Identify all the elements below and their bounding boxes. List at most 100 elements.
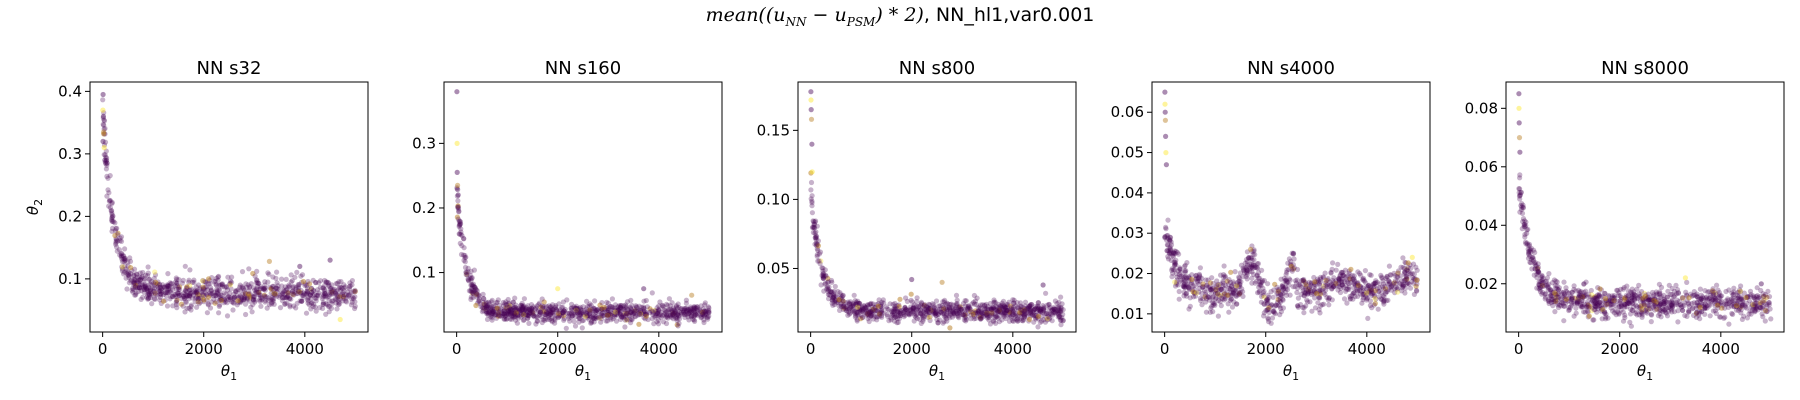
data-point (1737, 287, 1743, 293)
panel-title: NN s4000 (1247, 58, 1335, 79)
data-point (1696, 312, 1702, 318)
data-point (1597, 304, 1603, 310)
data-point (1522, 231, 1528, 238)
data-point (547, 310, 553, 316)
data-point (607, 304, 613, 310)
data-point (1259, 277, 1265, 283)
data-point (898, 311, 904, 317)
data-point (1566, 307, 1572, 313)
data-point (1359, 300, 1365, 306)
data-point (495, 297, 501, 303)
data-point (668, 309, 674, 315)
data-point (505, 308, 511, 314)
data-point (455, 216, 461, 222)
data-point (462, 264, 469, 271)
data-point (698, 314, 705, 320)
data-point (257, 298, 263, 304)
data-point (138, 296, 144, 302)
data-point (678, 309, 684, 316)
data-point (1029, 302, 1035, 308)
data-point (689, 313, 695, 319)
data-point (698, 315, 704, 321)
data-point (982, 302, 988, 308)
data-point (249, 309, 255, 315)
data-point (217, 302, 223, 308)
data-point (854, 301, 860, 307)
data-point (1286, 276, 1292, 282)
data-point (1210, 302, 1216, 308)
data-point (608, 303, 614, 310)
data-point (313, 279, 319, 286)
data-point (454, 214, 460, 220)
data-point (502, 301, 508, 307)
data-point (1395, 285, 1401, 291)
data-point (534, 314, 541, 320)
data-point (1592, 301, 1598, 307)
data-point (102, 125, 108, 132)
data-point (960, 312, 966, 318)
data-point (579, 308, 585, 314)
data-point (321, 287, 327, 293)
data-point (1282, 278, 1288, 284)
data-point (667, 303, 674, 309)
data-point (826, 284, 832, 290)
data-point (1535, 264, 1541, 271)
data-point (1371, 302, 1377, 308)
data-point (239, 292, 246, 298)
data-point (861, 303, 867, 309)
data-point (1190, 283, 1196, 289)
data-point (136, 285, 143, 291)
data-point (1656, 291, 1662, 297)
data-point (1525, 226, 1531, 232)
data-point (1219, 295, 1225, 301)
data-point (1581, 301, 1587, 307)
data-point (821, 288, 827, 294)
data-point (1662, 298, 1668, 304)
data-point (1558, 299, 1564, 305)
data-point (1666, 304, 1672, 310)
data-point (652, 314, 658, 320)
data-point (1287, 292, 1293, 298)
data-point (1280, 284, 1286, 290)
data-point (1175, 268, 1181, 274)
data-point (1682, 312, 1688, 319)
data-point (485, 310, 491, 316)
data-point (587, 308, 593, 314)
data-point (1561, 318, 1567, 324)
data-point (501, 311, 507, 317)
data-point (1657, 302, 1663, 308)
data-point (571, 309, 577, 316)
data-point (1402, 269, 1408, 275)
data-point (1547, 287, 1553, 293)
data-point (1372, 280, 1378, 286)
data-point (182, 299, 188, 305)
data-point (1636, 312, 1642, 318)
data-point (1273, 302, 1279, 308)
data-point (1702, 306, 1708, 312)
data-point (1536, 279, 1542, 285)
data-point (1374, 286, 1380, 292)
data-point (941, 306, 947, 312)
data-point (906, 312, 912, 318)
data-point (215, 277, 221, 283)
data-point (246, 288, 252, 294)
data-point (257, 292, 263, 298)
data-point (114, 225, 120, 231)
data-point (1164, 248, 1170, 254)
data-point (1634, 312, 1640, 318)
data-point (122, 255, 128, 261)
data-point (892, 314, 899, 320)
axes-frame (1151, 81, 1431, 333)
data-point (290, 288, 296, 294)
data-point (1007, 314, 1013, 320)
data-point (124, 270, 130, 276)
data-point (1614, 298, 1620, 304)
data-point (520, 306, 526, 312)
data-point (1181, 279, 1187, 285)
data-point (824, 284, 831, 290)
data-point (682, 314, 688, 320)
data-point (1586, 291, 1592, 297)
data-point (1571, 313, 1577, 319)
data-point (856, 303, 862, 309)
data-point (1256, 289, 1262, 295)
